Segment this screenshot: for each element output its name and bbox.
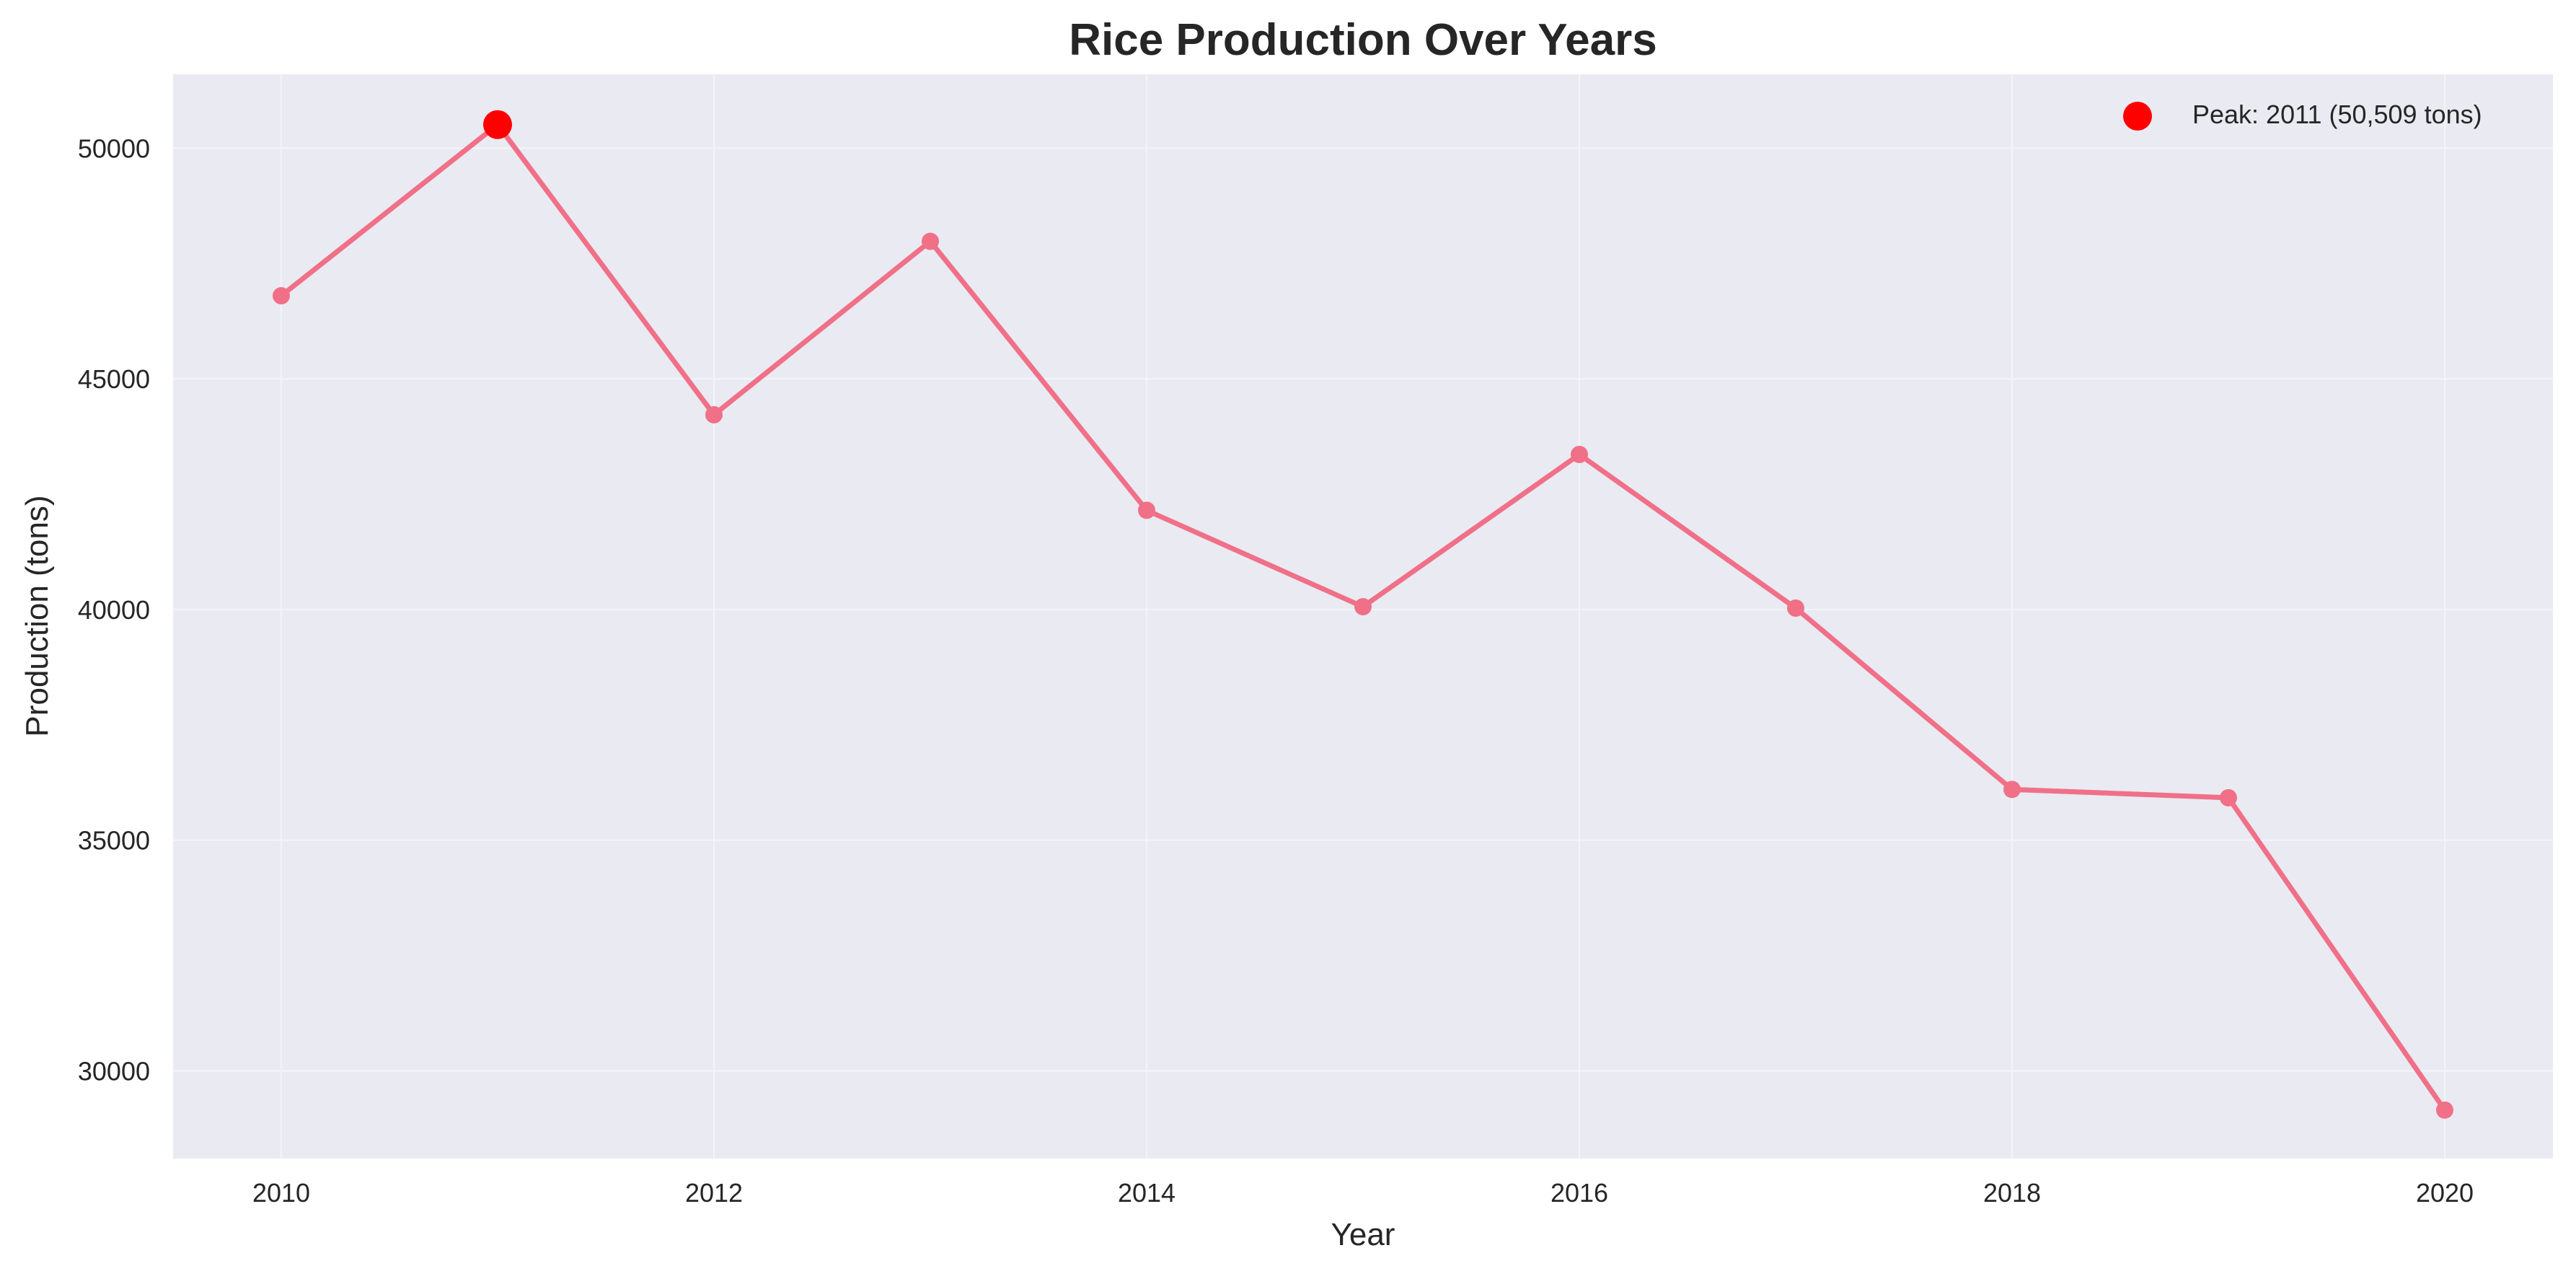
data-point [1138, 501, 1155, 519]
data-point [1354, 598, 1372, 616]
x-axis-ticks: 2010 2012 2014 2016 2018 2020 [252, 1178, 2474, 1208]
plot-area [173, 74, 2553, 1159]
legend-label: Peak: 2011 (50,509 tons) [2192, 100, 2482, 129]
y-tick-label: 45000 [78, 364, 150, 394]
x-tick-label: 2012 [685, 1178, 743, 1208]
y-tick-label: 35000 [78, 826, 150, 856]
y-tick-label: 30000 [78, 1056, 150, 1086]
data-point [705, 406, 723, 424]
x-tick-label: 2018 [1983, 1178, 2041, 1208]
x-tick-label: 2020 [2416, 1178, 2474, 1208]
y-tick-label: 40000 [78, 595, 150, 625]
x-axis-label: Year [1331, 1217, 1395, 1252]
legend-marker [2123, 102, 2152, 131]
peak-point [483, 110, 512, 139]
x-tick-label: 2014 [1118, 1178, 1175, 1208]
data-point [1571, 446, 1588, 464]
x-tick-label: 2016 [1551, 1178, 1608, 1208]
data-point [1787, 599, 1804, 617]
data-point [273, 286, 290, 304]
legend: Peak: 2011 (50,509 tons) [2123, 100, 2482, 131]
peak-highlight [483, 110, 512, 139]
y-axis-ticks: 30000 35000 40000 45000 50000 [78, 133, 150, 1086]
chart-title: Rice Production Over Years [1069, 15, 1657, 65]
data-point [922, 232, 939, 250]
data-point [2436, 1101, 2453, 1119]
x-tick-label: 2010 [252, 1178, 310, 1208]
y-axis-label: Production (tons) [19, 495, 55, 737]
data-point [2003, 781, 2021, 799]
y-tick-label: 50000 [78, 133, 150, 163]
data-point [2220, 788, 2237, 806]
